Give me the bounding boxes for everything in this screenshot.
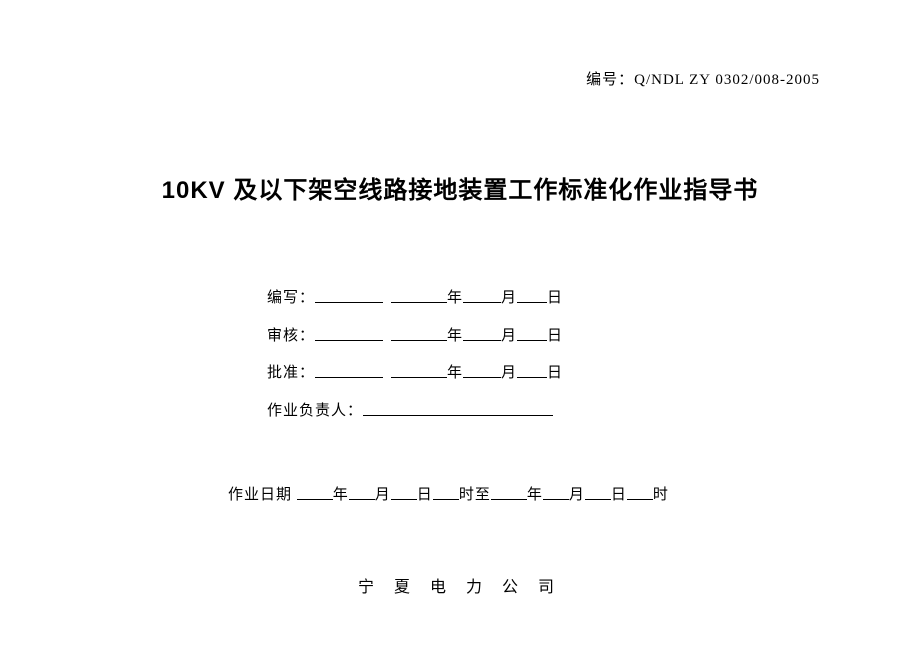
work-date-row: 作业日期 年月日时至年月日时: [228, 483, 669, 504]
approver-day-field: [517, 377, 547, 378]
year-label: 年: [447, 328, 463, 344]
approver-year-field: [391, 377, 447, 378]
document-number: 编号：Q/NDL ZY 0302/008-2005: [586, 68, 820, 89]
year-label: 年: [527, 487, 543, 503]
approver-name-field: [315, 377, 383, 378]
to-label: 至: [475, 487, 491, 503]
writer-month-field: [463, 302, 501, 303]
reviewer-row: 审核： 年 月 日: [267, 318, 667, 356]
to-hour-field: [627, 499, 653, 500]
reviewer-label: 审核：: [267, 328, 315, 344]
writer-day-field: [517, 302, 547, 303]
leader-label: 作业负责人：: [267, 403, 363, 419]
month-label: 月: [501, 365, 517, 381]
from-day-field: [391, 499, 417, 500]
to-year-field: [491, 499, 527, 500]
month-label: 月: [501, 328, 517, 344]
day-label: 日: [417, 487, 433, 503]
month-label: 月: [375, 487, 391, 503]
to-month-field: [543, 499, 569, 500]
writer-label: 编写：: [267, 290, 315, 306]
month-label: 月: [569, 487, 585, 503]
reviewer-name-field: [315, 340, 383, 341]
doc-number-label: 编号：: [586, 72, 634, 88]
approver-month-field: [463, 377, 501, 378]
month-label: 月: [501, 290, 517, 306]
from-year-field: [297, 499, 333, 500]
approver-label: 批准：: [267, 365, 315, 381]
year-label: 年: [447, 365, 463, 381]
year-label: 年: [447, 290, 463, 306]
day-label: 日: [547, 365, 563, 381]
work-date-label: 作业日期: [228, 487, 292, 503]
reviewer-year-field: [391, 340, 447, 341]
day-label: 日: [611, 487, 627, 503]
writer-year-field: [391, 302, 447, 303]
signature-block: 编写：年月日 审核：年月日 批准：年月日 作业负责人：: [267, 280, 667, 430]
from-hour-field: [433, 499, 459, 500]
leader-name-field: [363, 415, 553, 416]
to-day-field: [585, 499, 611, 500]
hour-label: 时: [653, 487, 669, 503]
document-title: 10KV 及以下架空线路接地装置工作标准化作业指导书: [0, 170, 920, 205]
approver-row: 批准： 年 月 日: [267, 355, 667, 393]
company-name: 宁 夏 电 力 公 司: [0, 573, 920, 597]
hour-label: 时: [459, 487, 475, 503]
day-label: 日: [547, 328, 563, 344]
reviewer-month-field: [463, 340, 501, 341]
writer-row: 编写： 年 月 日: [267, 280, 667, 318]
leader-row: 作业负责人：: [267, 393, 667, 431]
reviewer-day-field: [517, 340, 547, 341]
from-month-field: [349, 499, 375, 500]
day-label: 日: [547, 290, 563, 306]
year-label: 年: [333, 487, 349, 503]
doc-number-value: Q/NDL ZY 0302/008-2005: [634, 72, 820, 88]
writer-name-field: [315, 302, 383, 303]
